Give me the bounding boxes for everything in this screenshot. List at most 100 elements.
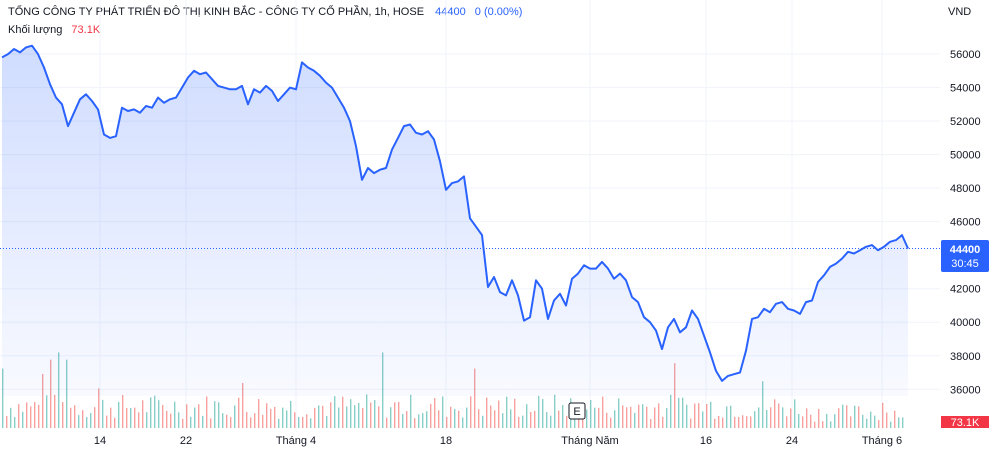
volume-bar [246, 411, 248, 428]
volume-bar [434, 398, 436, 428]
volume-bar [710, 401, 712, 428]
volume-bar [478, 409, 480, 428]
events-marker[interactable]: E [568, 402, 586, 420]
volume-bar [706, 403, 708, 428]
volume-bar [346, 406, 348, 428]
volume-bar [802, 416, 804, 428]
price-area-fill [2, 45, 908, 396]
volume-badge-value: 73.1K [951, 417, 980, 429]
volume-bar [446, 416, 448, 428]
x-tick-label: 22 [180, 435, 192, 447]
price-badge-countdown: 30:45 [951, 258, 979, 270]
volume-bar [238, 397, 240, 428]
volume-bar [590, 400, 592, 428]
volume-bar [458, 410, 460, 428]
volume-bar [774, 399, 776, 428]
volume-bar [738, 416, 740, 428]
volume-bar [854, 405, 856, 428]
y-tick-label: 48000 [950, 183, 981, 195]
volume-bar [354, 405, 356, 428]
volume-bar [234, 405, 236, 428]
volume-bar [286, 410, 288, 428]
volume-bar [490, 405, 492, 428]
volume-bar [122, 394, 124, 428]
volume-bar [230, 416, 232, 428]
volume-bar [410, 394, 412, 428]
x-tick-label: Tháng 4 [276, 435, 316, 447]
volume-bar [610, 417, 612, 428]
volume-bar [890, 421, 892, 428]
volume-bar [62, 402, 64, 428]
volume-bar [262, 414, 264, 428]
volume-bar [670, 394, 672, 428]
volume-bar [654, 407, 656, 428]
volume-bar [702, 411, 704, 428]
header-price: 44400 [435, 6, 466, 18]
volume-bar [394, 402, 396, 428]
volume-bar [586, 409, 588, 428]
price-area [0, 44, 940, 396]
x-tick-label: 14 [94, 435, 106, 447]
volume-bar [650, 418, 652, 428]
volume-bar [722, 417, 724, 428]
volume-bar [730, 405, 732, 428]
volume-bar [494, 410, 496, 428]
volume-bar [522, 415, 524, 428]
volume-bar [474, 368, 476, 428]
volume-bar [22, 411, 24, 428]
volume-bar [594, 407, 596, 428]
volume-bar [686, 404, 688, 428]
volume-bar [742, 415, 744, 428]
volume-bar [754, 411, 756, 428]
volume-bar [78, 415, 80, 428]
volume-bar [174, 401, 176, 428]
volume-bar [130, 407, 132, 428]
volume-bar [450, 406, 452, 428]
y-tick-label: 50000 [950, 150, 981, 162]
volume-bar [402, 413, 404, 428]
volume-bar [306, 414, 308, 428]
axes: 56000 54000 52000 50000 48000 46000 42000 40000… [94, 49, 981, 447]
volume-bar [194, 407, 196, 428]
volume-bar [830, 421, 832, 428]
volume-bar [786, 416, 788, 428]
volume-bar [806, 408, 808, 428]
volume-bar [506, 396, 508, 428]
volume-bar [666, 408, 668, 428]
volume-bar [146, 412, 148, 428]
volume-bar [750, 416, 752, 428]
volume-bar [898, 417, 900, 428]
volume-bar [342, 396, 344, 428]
volume-bar [582, 416, 584, 428]
volume-bar [682, 397, 684, 428]
volume-bar [210, 418, 212, 428]
volume-bar [290, 400, 292, 428]
volume-bar [698, 403, 700, 428]
y-tick-label: 54000 [950, 83, 981, 95]
volume-bar [646, 406, 648, 428]
volume-bar [554, 394, 556, 428]
price-badge-value: 44400 [950, 244, 981, 256]
volume-bar [826, 413, 828, 428]
x-tick-label: Tháng Năm [561, 435, 618, 447]
volume-bar [486, 397, 488, 428]
volume-bar [850, 416, 852, 428]
volume-bar [26, 402, 28, 428]
volume-bar [842, 404, 844, 428]
volume-bar [538, 395, 540, 428]
volume-bar [254, 413, 256, 428]
volume-bar [414, 418, 416, 428]
volume-bar [298, 417, 300, 428]
volume-bar [2, 368, 4, 428]
volume-bar [6, 416, 8, 428]
volume-bar [498, 400, 500, 428]
y-tick-label: 38000 [950, 351, 981, 363]
volume-bar [398, 401, 400, 428]
volume-bar [110, 407, 112, 428]
volume-bar [166, 410, 168, 428]
volume-bar [618, 398, 620, 428]
volume-bar [678, 397, 680, 428]
volume-bar [546, 412, 548, 428]
volume-legend: Khối lượng 73.1K [8, 24, 100, 36]
